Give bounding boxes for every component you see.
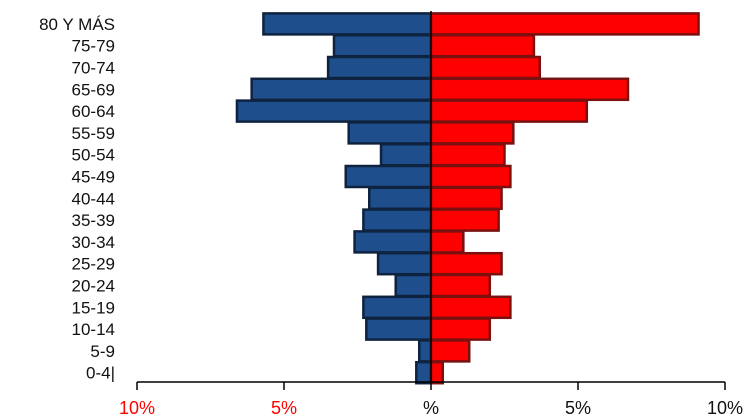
bar-right-3 <box>429 77 630 102</box>
bar-left-9 <box>362 208 433 232</box>
category-label-11: 25-29 <box>72 255 115 274</box>
category-label-5: 55-59 <box>72 124 115 143</box>
bar-right-9 <box>429 208 500 232</box>
bar-right-16 <box>429 360 445 385</box>
bar-left-14 <box>365 317 433 341</box>
bar-right-8 <box>429 186 503 211</box>
category-label-0: 80 Y MÁS <box>39 15 115 34</box>
bar-left-10 <box>353 230 433 254</box>
bar-left-6 <box>379 142 433 167</box>
x-tick-label-3: 5% <box>565 398 591 418</box>
category-label-4: 60-64 <box>72 102 115 121</box>
bar-right-12 <box>429 273 492 298</box>
bar-right-2 <box>429 55 542 80</box>
bar-right-13 <box>429 295 512 320</box>
bar-right-7 <box>429 164 512 189</box>
bar-right-4 <box>429 99 589 123</box>
x-tick-label-0: 10% <box>119 398 155 418</box>
category-label-1: 75-79 <box>72 37 115 56</box>
category-label-14: 10-14 <box>72 320 115 339</box>
bar-left-12 <box>394 273 433 298</box>
bar-left-8 <box>368 186 433 211</box>
bar-left-3 <box>250 77 433 102</box>
bar-right-14 <box>429 317 492 341</box>
category-label-2: 70-74 <box>72 59 115 78</box>
bar-left-7 <box>344 164 433 189</box>
bar-left-0 <box>262 12 433 36</box>
bar-left-16 <box>415 360 433 385</box>
bar-left-2 <box>326 55 433 80</box>
bar-right-0 <box>429 12 700 36</box>
x-tick-label-2: % <box>423 398 439 418</box>
bar-right-10 <box>429 230 465 254</box>
category-label-9: 35-39 <box>72 211 115 230</box>
bar-left-13 <box>362 295 433 320</box>
bar-left-15 <box>417 339 433 363</box>
bar-right-6 <box>429 142 506 167</box>
bar-right-11 <box>429 251 503 276</box>
category-label-12: 20-24 <box>72 277 115 296</box>
category-label-15: 5-9 <box>90 342 115 361</box>
bar-right-5 <box>429 121 515 145</box>
x-tick-label-1: 5% <box>271 398 297 418</box>
bar-left-11 <box>376 251 433 276</box>
bar-left-1 <box>332 33 433 58</box>
category-label-16: 0-4| <box>86 364 115 383</box>
bar-left-5 <box>347 121 433 145</box>
category-label-6: 50-54 <box>72 146 115 165</box>
category-label-13: 15-19 <box>72 298 115 317</box>
bar-right-15 <box>429 339 471 363</box>
bar-right-1 <box>429 33 536 58</box>
x-tick-label-4: 10% <box>707 398 743 418</box>
category-label-10: 30-34 <box>72 233 115 252</box>
category-label-8: 40-44 <box>72 189 115 208</box>
category-label-3: 65-69 <box>72 80 115 99</box>
bar-left-4 <box>235 99 433 123</box>
category-label-7: 45-49 <box>72 168 115 187</box>
